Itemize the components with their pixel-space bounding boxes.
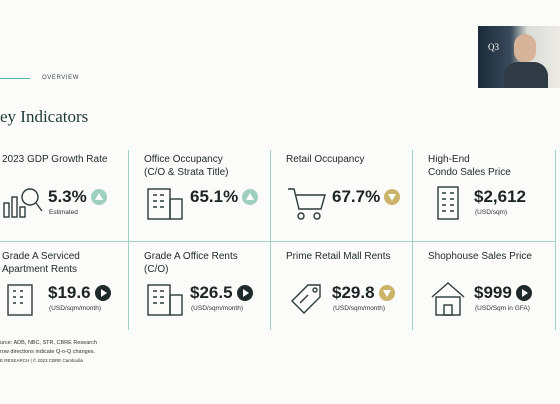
card-title: Grade A Office Rents (C/O) <box>144 251 238 275</box>
divider <box>270 150 271 330</box>
card-icon <box>288 188 326 220</box>
card-title: Grade A Serviced Apartment Rents <box>2 251 80 275</box>
card-value: $19.6 <box>48 283 91 302</box>
card-value: 5.3% <box>48 187 87 206</box>
card-value: $29.8 <box>332 283 375 302</box>
person-body <box>504 62 548 88</box>
trend-arrow <box>379 285 395 301</box>
trend-arrow <box>237 285 253 301</box>
video-thumbnail: Q3 <box>478 26 560 88</box>
card-note: (USD/sqm/month) <box>333 305 386 312</box>
trend-arrow <box>95 285 111 301</box>
card-value: $2,612 <box>474 187 526 206</box>
card-note: (USD/sqm/month) <box>191 305 244 312</box>
card-title: Prime Retail Mall Rents <box>286 251 391 262</box>
section-rule <box>0 78 30 79</box>
card-title: Office Occupancy (C/O & Strata Title) <box>144 154 229 178</box>
card-icon <box>437 186 459 220</box>
card-icon <box>147 188 183 220</box>
card-value: 65.1% <box>190 187 239 206</box>
footer-copyright: E RESEARCH | © 2023 CBRE Cambodia <box>0 358 84 363</box>
card-value: $26.5 <box>190 283 233 302</box>
trend-arrow <box>242 189 258 205</box>
footer-note: row directions indicate Q-o-Q changes. <box>0 349 96 355</box>
trend-arrow <box>384 189 400 205</box>
divider <box>0 241 556 242</box>
card-icon <box>3 188 43 218</box>
section-label: OVERVIEW <box>42 75 80 81</box>
footer-source: urce: ADB, NBC, STR, CBRE Research <box>0 340 97 346</box>
card-icon <box>7 284 33 316</box>
divider <box>555 150 556 330</box>
divider <box>128 150 129 330</box>
card-title: Shophouse Sales Price <box>428 251 532 262</box>
card-note: (USD/sqm/month) <box>49 305 102 312</box>
person-head <box>514 34 536 62</box>
trend-arrow <box>91 189 107 205</box>
card-value: $999 <box>474 283 512 302</box>
slide-title: ey Indicators <box>0 107 89 126</box>
card-title: 2023 GDP Growth Rate <box>2 154 108 165</box>
card-note: Estimated <box>49 209 78 216</box>
card-value: 67.7% <box>332 187 381 206</box>
video-label: Q3 <box>488 42 499 52</box>
card-note: (USD/Sqm in GFA) <box>475 305 530 312</box>
card-title: Retail Occupancy <box>286 154 365 165</box>
card-icon <box>431 282 465 316</box>
card-icon <box>147 284 183 316</box>
card-note: (USD/sqm) <box>475 209 508 216</box>
trend-arrow <box>516 285 532 301</box>
divider <box>412 150 413 330</box>
card-title: High-End Condo Sales Price <box>428 154 511 178</box>
card-icon <box>291 284 321 314</box>
